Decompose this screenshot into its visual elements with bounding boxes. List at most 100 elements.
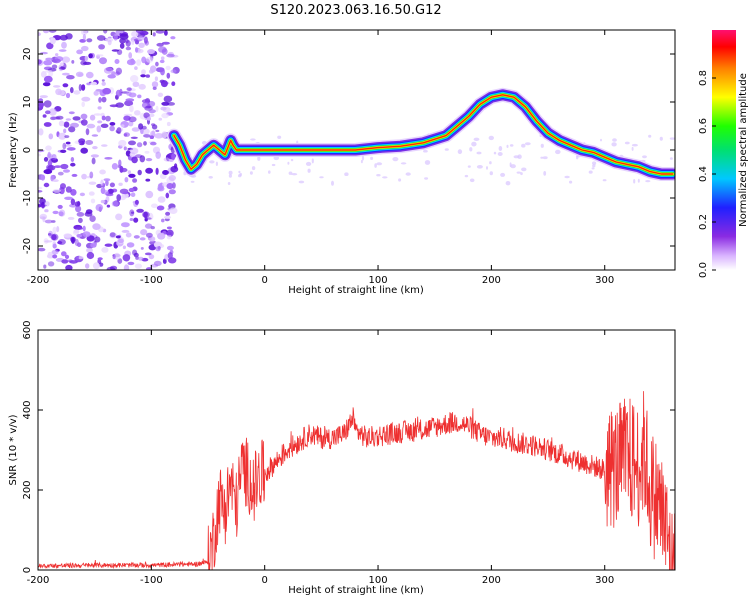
noise-speck bbox=[144, 150, 150, 154]
ridge-halo-speck bbox=[669, 157, 673, 160]
noise-speck bbox=[109, 182, 115, 188]
noise-speck bbox=[81, 101, 85, 108]
noise-speck bbox=[70, 198, 76, 206]
noise-speck bbox=[140, 247, 144, 250]
ridge-halo-speck bbox=[298, 180, 305, 184]
noise-speck bbox=[75, 256, 80, 260]
noise-speck bbox=[42, 216, 46, 223]
ridge-halo-speck bbox=[370, 156, 374, 160]
ridge-halo-speck bbox=[307, 168, 311, 173]
noise-speck bbox=[139, 155, 146, 163]
noise-speck bbox=[135, 30, 144, 34]
noise-speck bbox=[135, 47, 139, 53]
noise-speck bbox=[144, 223, 153, 229]
noise-speck bbox=[58, 120, 65, 127]
ridge-halo-speck bbox=[540, 156, 544, 159]
noise-speck bbox=[105, 67, 113, 72]
ridge-halo-speck bbox=[592, 164, 596, 168]
noise-speck bbox=[75, 71, 84, 78]
noise-speck bbox=[133, 217, 139, 223]
noise-speck bbox=[157, 196, 166, 203]
noise-speck bbox=[88, 191, 95, 196]
noise-speck bbox=[50, 37, 56, 45]
noise-speck bbox=[106, 266, 116, 270]
noise-speck bbox=[52, 188, 62, 193]
noise-speck bbox=[125, 98, 135, 102]
noise-speck bbox=[171, 153, 176, 161]
noise-speck bbox=[43, 264, 47, 269]
noise-speck bbox=[166, 245, 174, 251]
noise-speck bbox=[155, 61, 159, 67]
noise-speck bbox=[52, 254, 58, 259]
noise-speck bbox=[105, 193, 114, 197]
noise-speck bbox=[55, 53, 59, 57]
noise-speck bbox=[40, 71, 47, 78]
noise-speck bbox=[85, 128, 90, 136]
noise-speck bbox=[86, 247, 93, 253]
noise-speck bbox=[119, 33, 129, 40]
noise-speck bbox=[119, 42, 125, 49]
noise-speck bbox=[65, 141, 71, 145]
noise-speck bbox=[52, 58, 61, 64]
ridge-halo-speck bbox=[600, 138, 602, 142]
noise-speck bbox=[97, 106, 102, 110]
noise-speck bbox=[125, 38, 129, 44]
noise-speck bbox=[141, 99, 151, 104]
ridge-halo-speck bbox=[471, 141, 477, 147]
noise-speck bbox=[166, 226, 172, 230]
noise-speck bbox=[129, 105, 134, 113]
noise-speck bbox=[74, 238, 79, 247]
noise-speck bbox=[141, 69, 146, 75]
noise-speck bbox=[168, 175, 176, 181]
noise-speck bbox=[111, 49, 120, 52]
ridge-halo-speck bbox=[659, 136, 663, 141]
noise-speck bbox=[119, 30, 124, 34]
noise-speck bbox=[55, 115, 64, 120]
ridge-halo-speck bbox=[500, 172, 506, 177]
noise-speck bbox=[69, 260, 78, 264]
noise-speck bbox=[166, 121, 171, 127]
ridge-halo-speck bbox=[540, 143, 544, 148]
noise-speck bbox=[128, 140, 136, 146]
x-tick-label: 300 bbox=[595, 275, 614, 286]
noise-speck bbox=[104, 157, 113, 160]
noise-speck bbox=[80, 119, 88, 126]
snr-y-label: SNR (10 * v/v) bbox=[8, 414, 19, 485]
colorbar-tick-label: 0.8 bbox=[698, 70, 709, 86]
ridge-halo-speck bbox=[497, 152, 503, 156]
noise-speck bbox=[70, 189, 77, 196]
noise-speck bbox=[128, 52, 133, 59]
ridge-halo-speck bbox=[444, 148, 449, 151]
snr-line bbox=[38, 391, 675, 570]
y-tick-label: 200 bbox=[22, 480, 33, 499]
ridge-halo-speck bbox=[469, 147, 473, 152]
noise-speck bbox=[129, 147, 139, 155]
x-tick-label: 0 bbox=[262, 575, 268, 586]
noise-speck bbox=[56, 226, 60, 233]
noise-speck bbox=[118, 182, 123, 186]
noise-speck bbox=[88, 53, 93, 59]
noise-speck bbox=[53, 85, 61, 88]
noise-speck bbox=[104, 243, 113, 247]
spectrogram-y-ticks: 20 10 0 -10 -20 bbox=[22, 48, 675, 254]
colorbar-tick-label: 0.6 bbox=[698, 118, 709, 134]
noise-speck bbox=[134, 66, 138, 70]
ridge-halo-speck bbox=[631, 146, 634, 151]
noise-speck bbox=[134, 263, 142, 269]
noise-speck bbox=[94, 236, 101, 243]
noise-speck bbox=[57, 171, 64, 176]
noise-speck bbox=[88, 181, 97, 185]
noise-speck bbox=[96, 125, 102, 133]
y-tick-label: 0 bbox=[22, 567, 33, 573]
figure-title: S120.2023.063.16.50.G12 bbox=[270, 3, 441, 18]
ridge-halo-speck bbox=[376, 162, 383, 166]
ridge-halo-speck bbox=[398, 178, 402, 182]
x-tick-label: -100 bbox=[140, 275, 163, 286]
noise-speck bbox=[118, 159, 122, 167]
ridge-halo-speck bbox=[473, 137, 480, 141]
noise-speck bbox=[43, 30, 50, 34]
noise-speck bbox=[164, 30, 168, 36]
noise-speck bbox=[141, 56, 147, 64]
noise-speck bbox=[60, 183, 66, 190]
